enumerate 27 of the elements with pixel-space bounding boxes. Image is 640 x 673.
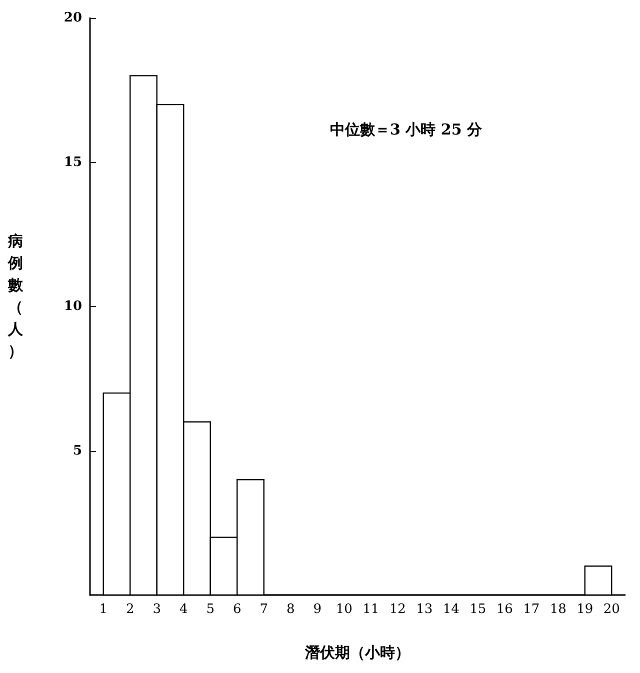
x-tick-label: 15 [470,602,486,617]
x-tick-label: 14 [442,602,460,617]
x-tick-label: 2 [126,602,134,617]
x-tick-label: 17 [523,602,540,617]
y-tick-label: 10 [64,299,82,314]
x-tick-label: 3 [152,602,162,617]
x-tick-label: 9 [313,602,322,617]
x-tick-label: 4 [179,602,188,617]
x-tick-label: 5 [206,602,215,617]
y-tick-label: 15 [64,154,82,170]
x-tick-label: 6 [232,602,242,617]
x-axis-title: 潛伏期（小時） [304,644,410,662]
annotation: 中位數＝3 小時 25 分 [330,120,483,138]
x-tick-label: 1 [99,602,108,617]
y-tick-label: 20 [64,10,82,26]
x-tick-label: 12 [389,602,406,617]
x-tick-label: 7 [260,602,268,617]
x-tick-label: 8 [286,602,295,617]
y-tick-label: 5 [72,443,82,458]
x-tick-label: 19 [576,602,594,617]
x-tick-label: 16 [496,602,513,617]
x-tick-label: 18 [550,602,566,617]
x-tick-label: 13 [416,602,433,617]
y-axis-title: 病例數（人） [7,232,24,360]
x-tick-label: 20 [603,602,620,617]
x-tick-label: 11 [362,602,380,617]
x-tick-label: 10 [336,602,352,617]
